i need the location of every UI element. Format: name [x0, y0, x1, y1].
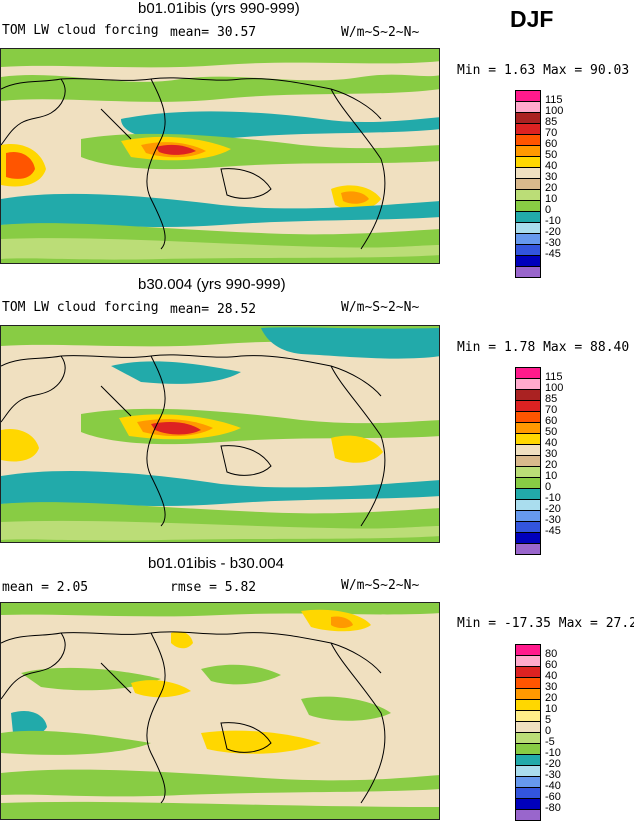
legend-label: 30 [545, 171, 558, 183]
panel-3-mean: mean = 2.05 [2, 580, 89, 595]
panel-1-mean: mean= 30.57 [170, 25, 257, 40]
panel-3-rmse: rmse = 5.82 [170, 580, 257, 595]
legend-label: 85 [545, 116, 558, 128]
legend-label: -10 [545, 747, 561, 759]
legend-label: -30 [545, 769, 561, 781]
legend-label: -30 [545, 514, 561, 526]
legend-label: 0 [545, 204, 552, 216]
legend-label: 0 [545, 725, 552, 737]
legend-label: 10 [545, 193, 558, 205]
legend-label: 50 [545, 149, 558, 161]
legend-label: 60 [545, 138, 558, 150]
panel-3-minmax: Min = -17.35 Max = 27.28 [457, 616, 634, 631]
legend-label: 0 [545, 481, 552, 493]
legend-label: 40 [545, 670, 558, 682]
panel-3-map [0, 602, 440, 820]
legend-label: 85 [545, 393, 558, 405]
panel-1-field [1, 49, 439, 263]
season-label: DJF [510, 6, 554, 32]
legend-label: -20 [545, 226, 561, 238]
legend-label: 40 [545, 437, 558, 449]
panel-3-units: W/m~S~2~N~ [341, 578, 420, 593]
legend-label: 50 [545, 426, 558, 438]
legend-label: 40 [545, 160, 558, 172]
panel-2-color-scale: 115 100 85 70 60 50 40 30 20 10 0 -10 -20 -30 -45 [515, 367, 575, 555]
legend-label: -80 [545, 802, 561, 814]
legend-label: -45 [545, 248, 561, 260]
legend-label: 10 [545, 470, 558, 482]
panel-1-units: W/m~S~2~N~ [341, 25, 420, 40]
legend-label: -5 [545, 736, 555, 748]
legend-label: -30 [545, 237, 561, 249]
legend-label: 30 [545, 681, 558, 693]
legend-label: 10 [545, 703, 558, 715]
legend-label: 5 [545, 714, 552, 726]
legend-label: 30 [545, 448, 558, 460]
legend-label: 70 [545, 404, 558, 416]
legend-label: -20 [545, 503, 561, 515]
panel-2-units: W/m~S~2~N~ [341, 300, 420, 315]
legend-label: 100 [545, 105, 564, 117]
legend-label: -10 [545, 215, 561, 227]
panel-3-field [1, 603, 439, 819]
legend-swatch [515, 809, 541, 821]
legend-label: 115 [545, 371, 563, 383]
legend-swatch [515, 543, 541, 555]
panel-2-title: b30.004 (yrs 990-999) [138, 276, 286, 293]
legend-label: -40 [545, 780, 561, 792]
panel-2-map [0, 325, 440, 543]
panel-1-title: b01.01ibis (yrs 990-999) [138, 0, 300, 17]
panel-2-field [1, 326, 439, 542]
panel-1-color-scale: 115 100 85 70 60 50 40 30 20 10 0 -10 -20 -30 -45 [515, 90, 575, 278]
legend-label: 20 [545, 182, 558, 194]
panel-2-mean: mean= 28.52 [170, 302, 257, 317]
legend-swatch [515, 266, 541, 278]
legend-label: 100 [545, 382, 564, 394]
panel-1-minmax: Min = 1.63 Max = 90.03 [457, 63, 630, 78]
panel-3-title: b01.01ibis - b30.004 [148, 555, 284, 572]
legend-label: 80 [545, 648, 558, 660]
panel-2-variable: TOM LW cloud forcing [2, 300, 159, 315]
legend-label: 60 [545, 659, 558, 671]
panel-1-variable: TOM LW cloud forcing [2, 23, 159, 38]
legend-label: -10 [545, 492, 561, 504]
legend-label: -60 [545, 791, 561, 803]
panel-2-minmax: Min = 1.78 Max = 88.40 [457, 340, 630, 355]
legend-label: 115 [545, 94, 563, 106]
legend-label: 60 [545, 415, 558, 427]
panel-3-color-scale: 80 60 40 30 20 10 5 0 -5 -10 -20 -30 -40 -60 -80 [515, 644, 575, 821]
legend-label: -20 [545, 758, 561, 770]
legend-label: 20 [545, 459, 558, 471]
legend-label: 20 [545, 692, 558, 704]
legend-label: -45 [545, 525, 561, 537]
legend-label: 70 [545, 127, 558, 139]
panel-1-map [0, 48, 440, 264]
